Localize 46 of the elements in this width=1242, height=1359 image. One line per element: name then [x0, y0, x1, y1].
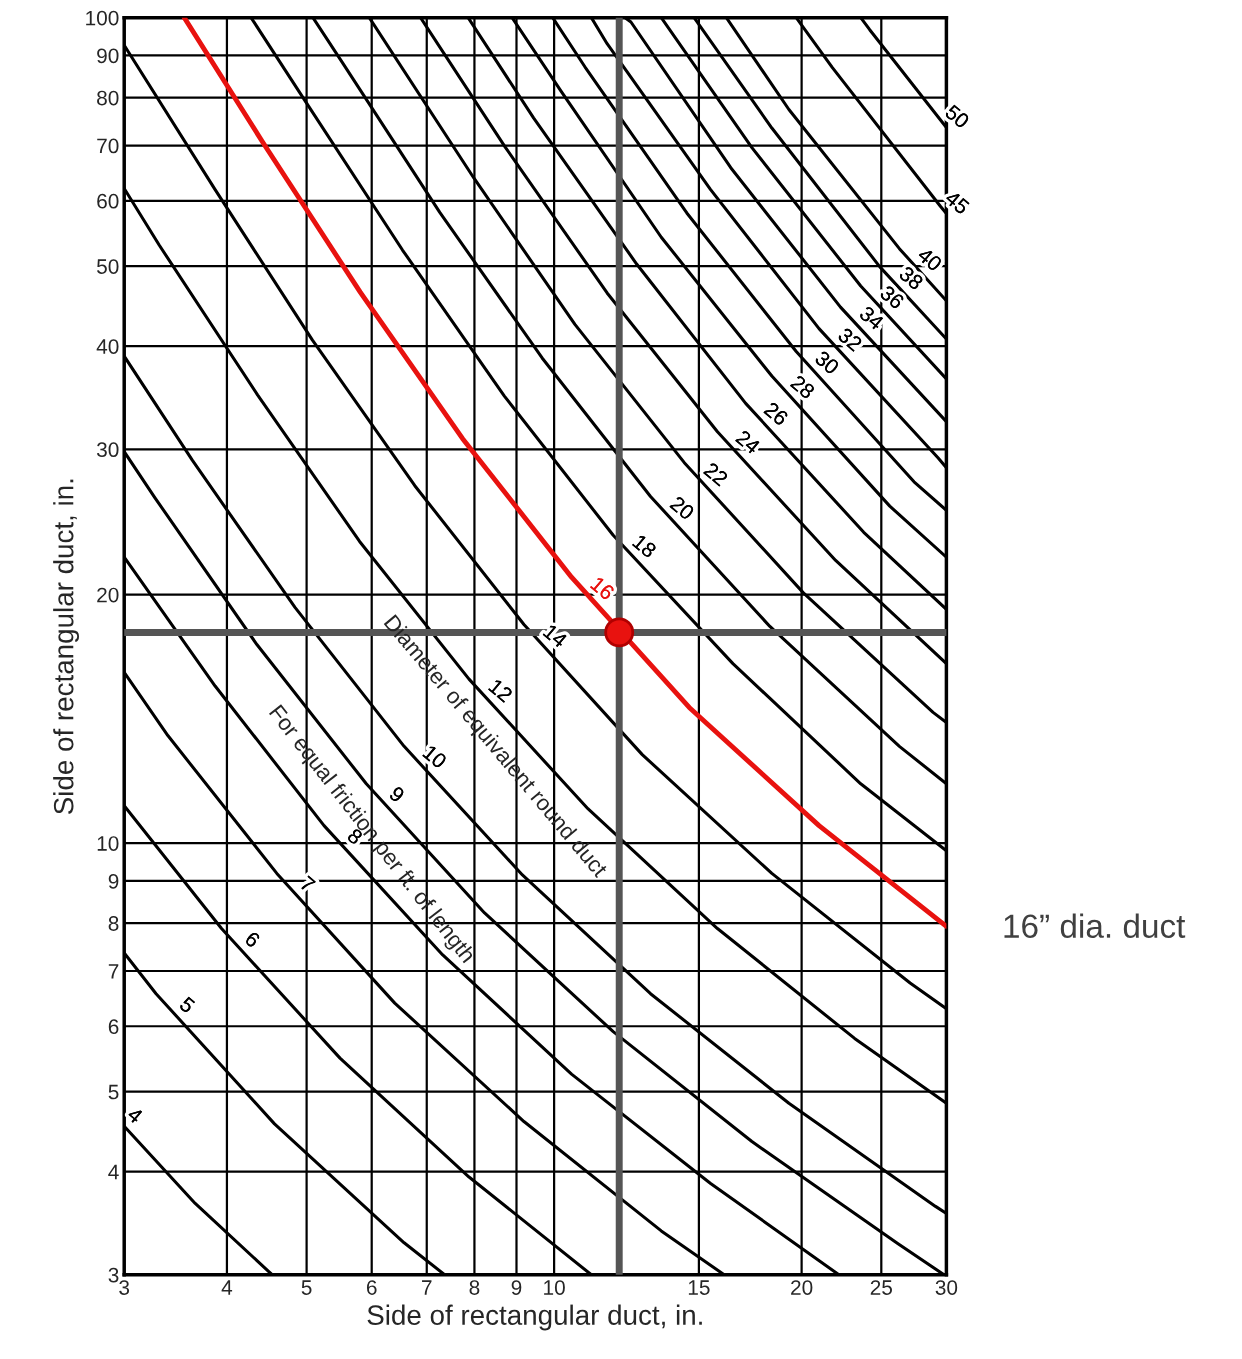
y-tick-label: 30	[96, 442, 119, 458]
y-tick-label: 20	[97, 587, 119, 603]
x-tick-label: 6	[366, 1280, 377, 1295]
x-tick-label: 30	[935, 1280, 958, 1295]
y-tick-label: 7	[108, 964, 119, 979]
x-tick-label: 7	[422, 1280, 432, 1295]
x-tick-label: 4	[221, 1280, 233, 1295]
y-tick-label: 100	[86, 10, 119, 26]
y-tick-label: 60	[97, 193, 119, 209]
x-axis-title: Side of rectangular duct, in.	[367, 1304, 702, 1331]
text: 9	[388, 785, 406, 804]
text: 18	[631, 533, 658, 559]
y-tick-label: 3	[108, 1267, 119, 1283]
x-tick-label: 3	[119, 1280, 130, 1295]
text: 10	[422, 744, 448, 770]
x-tick-label: 25	[870, 1280, 893, 1295]
x-tick-label: 8	[469, 1280, 480, 1295]
y-tick-label: 5	[108, 1084, 119, 1100]
y-tick-label: 8	[108, 916, 119, 931]
y-tick-label: 6	[108, 1019, 119, 1035]
text: 12	[488, 678, 514, 703]
text: 6	[244, 930, 261, 949]
text: 20	[669, 495, 696, 521]
text: 26	[763, 401, 790, 427]
text: 4	[126, 1106, 144, 1124]
x-tick-label: 9	[511, 1280, 522, 1295]
y-tick-label: 9	[108, 873, 119, 889]
text: 30	[814, 349, 841, 376]
y-tick-label: 4	[108, 1164, 119, 1180]
text: 24	[735, 429, 762, 455]
y-axis-title: Side of rectangular duct, in.	[53, 479, 80, 815]
x-tick-label: 15	[688, 1280, 710, 1295]
text: 22	[703, 461, 729, 487]
x-tick-label: 20	[791, 1280, 813, 1295]
y-tick-label: 50	[97, 259, 119, 274]
y-tick-label: 40	[96, 339, 119, 354]
y-tick-label: 80	[97, 90, 119, 106]
x-tick-label: 5	[301, 1280, 312, 1295]
annotation: 16” dia. duct	[1004, 913, 1186, 938]
x-tick-label: 10	[544, 1280, 565, 1295]
y-tick-label: 90	[97, 48, 119, 64]
text: 16	[589, 576, 616, 601]
y-tick-label: 10	[97, 836, 119, 851]
text: 45	[944, 189, 971, 216]
text: 5	[178, 996, 196, 1014]
y-tick-label: 70	[97, 138, 119, 154]
